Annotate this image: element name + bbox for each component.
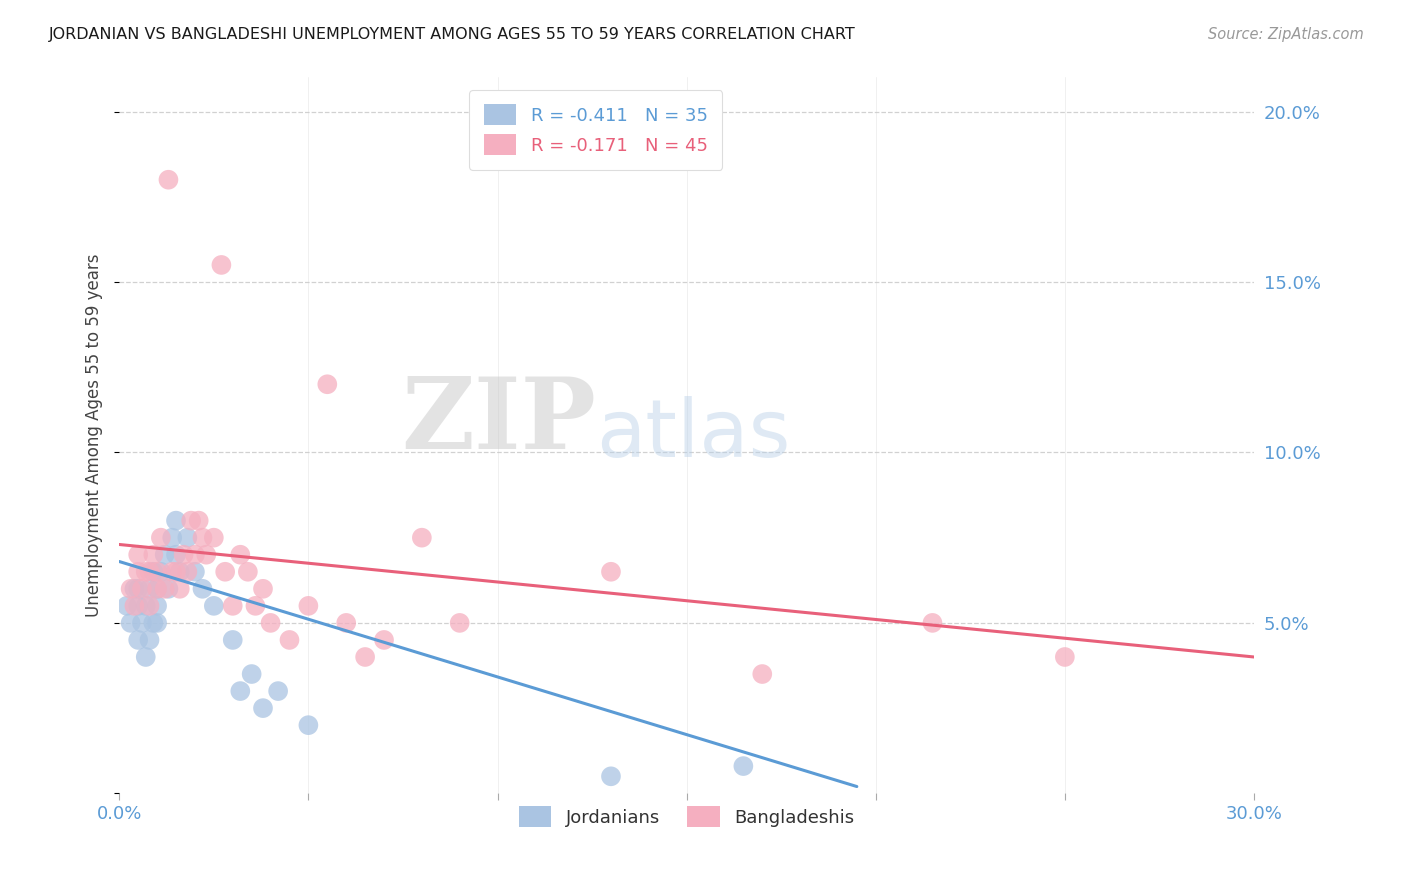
Point [600,769,623,783]
Point [297,599,319,613]
Point [245,599,267,613]
Point [160,565,183,579]
Point [259,615,281,630]
Point [142,615,165,630]
Y-axis label: Unemployment Among Ages 55 to 59 years: Unemployment Among Ages 55 to 59 years [86,253,103,617]
Point [921,615,943,630]
Point [202,531,225,545]
Point [184,565,207,579]
Point [316,377,339,392]
Point [153,548,176,562]
Point [176,565,198,579]
Point [169,582,191,596]
Point [373,632,395,647]
Point [222,599,245,613]
Point [135,599,157,613]
Point [209,258,232,272]
Point [135,565,157,579]
Point [157,172,180,186]
Point [191,531,214,545]
Point [160,531,183,545]
Point [124,582,146,596]
Point [127,632,149,647]
Text: Source: ZipAtlas.com: Source: ZipAtlas.com [1208,27,1364,42]
Point [202,599,225,613]
Point [153,582,176,596]
Point [127,565,149,579]
Point [131,582,153,596]
Point [240,667,263,681]
Point [115,599,138,613]
Point [138,582,160,596]
Point [142,548,165,562]
Point [229,548,252,562]
Point [165,565,187,579]
Point [165,514,187,528]
Point [149,565,172,579]
Point [146,615,169,630]
Point [124,599,146,613]
Point [733,759,755,773]
Point [146,565,169,579]
Point [751,667,773,681]
Point [449,615,471,630]
Point [195,548,218,562]
Legend: Jordanians, Bangladeshis: Jordanians, Bangladeshis [512,799,862,834]
Point [1053,650,1076,665]
Text: ZIP: ZIP [401,373,596,469]
Point [138,599,160,613]
Point [297,718,319,732]
Point [165,548,187,562]
Text: JORDANIAN VS BANGLADESHI UNEMPLOYMENT AMONG AGES 55 TO 59 YEARS CORRELATION CHAR: JORDANIAN VS BANGLADESHI UNEMPLOYMENT AM… [49,27,856,42]
Point [131,615,153,630]
Point [214,565,236,579]
Point [135,650,157,665]
Point [176,531,198,545]
Point [127,582,149,596]
Point [267,684,290,698]
Point [169,565,191,579]
Point [252,701,274,715]
Point [157,582,180,596]
Point [600,565,623,579]
Point [236,565,259,579]
Point [120,615,142,630]
Point [149,531,172,545]
Point [180,514,202,528]
Point [138,565,160,579]
Point [191,582,214,596]
Point [252,582,274,596]
Point [146,599,169,613]
Point [146,582,169,596]
Text: atlas: atlas [596,396,790,475]
Point [184,548,207,562]
Point [278,632,301,647]
Point [222,632,245,647]
Point [146,582,169,596]
Point [229,684,252,698]
Point [411,531,433,545]
Point [142,565,165,579]
Point [187,514,209,528]
Point [127,548,149,562]
Point [120,582,142,596]
Point [127,599,149,613]
Point [138,632,160,647]
Point [354,650,377,665]
Point [335,615,357,630]
Point [173,548,195,562]
